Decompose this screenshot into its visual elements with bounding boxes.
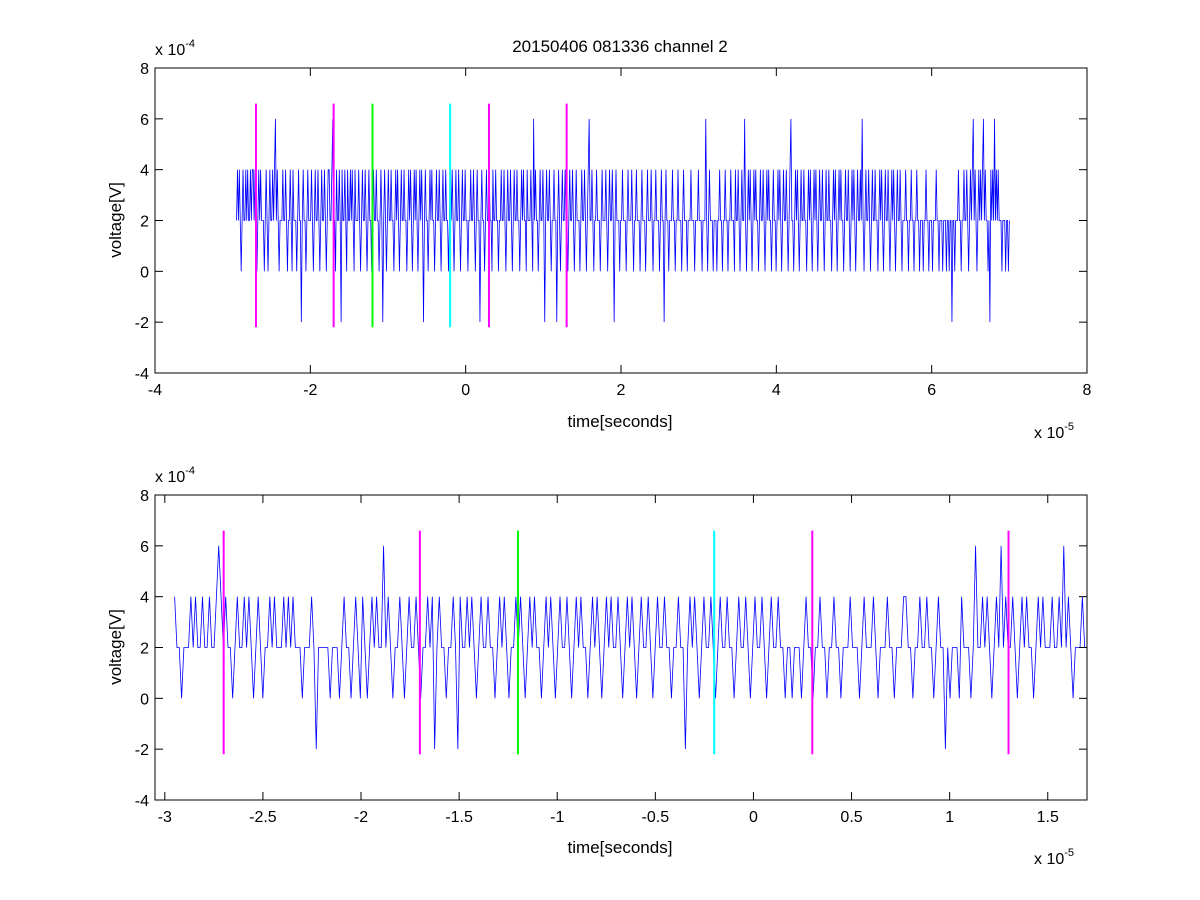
y-exponent-power: -4 — [185, 465, 195, 477]
x-tick-label: -1 — [550, 809, 564, 826]
y-tick-label: -4 — [135, 366, 149, 383]
y-axis-label: voltage[V] — [106, 609, 125, 685]
chart-title: 20150406 081336 channel 2 — [512, 37, 728, 56]
y-tick-label: -2 — [135, 315, 149, 332]
x-tick-label: -3 — [158, 809, 172, 826]
x-tick-label: 0 — [749, 809, 758, 826]
y-exponent-power: -4 — [185, 38, 195, 50]
y-tick-label: 2 — [140, 641, 149, 658]
y-tick-label: 8 — [140, 61, 149, 78]
x-tick-label: 2 — [617, 382, 626, 399]
x-tick-label: 1.5 — [1037, 809, 1059, 826]
x-exponent-power: -5 — [1064, 421, 1074, 433]
tick-layer: -4 -2 0 2 4 6 8 -4 -2 0 2 4 6 8 — [135, 61, 1092, 399]
y-tick-label: 4 — [140, 590, 149, 607]
y-tick-label: 0 — [140, 264, 149, 281]
bottom-chart: -3 -2.5 -2 -1.5 -1 -0.5 0 0.5 1 1.5 -4 -2 0 2 4 6 8 time… — [106, 465, 1088, 868]
y-tick-label: 0 — [140, 691, 149, 708]
y-tick-label: -4 — [135, 793, 149, 810]
x-tick-label: 0.5 — [840, 809, 862, 826]
x-tick-label: 4 — [772, 382, 781, 399]
x-tick-label: 8 — [1083, 382, 1092, 399]
x-tick-label: -4 — [148, 382, 162, 399]
y-tick-label: -2 — [135, 742, 149, 759]
y-tick-label: 6 — [140, 112, 149, 129]
x-tick-label: -2 — [354, 809, 368, 826]
top-chart: 20150406 081336 channel 2 -4 -2 0 2 4 6 8 -4 -2 0… — [106, 37, 1092, 442]
y-axis-label: voltage[V] — [106, 182, 125, 258]
x-exponent-label: x 10-5 — [1034, 847, 1074, 868]
y-tick-label: 8 — [140, 488, 149, 505]
signal-layer — [236, 118, 1010, 323]
marker-layer — [222, 530, 1010, 755]
signal-trace — [174, 545, 1087, 750]
y-exponent-label: x 10-4 — [155, 465, 195, 486]
x-exponent-label: x 10-5 — [1034, 421, 1074, 442]
x-exponent-power: -5 — [1064, 847, 1074, 859]
x-tick-label: 1 — [945, 809, 954, 826]
x-tick-label: -2 — [303, 382, 317, 399]
marker-layer — [254, 103, 568, 328]
x-axis-label: time[seconds] — [568, 412, 673, 431]
tick-layer: -3 -2.5 -2 -1.5 -1 -0.5 0 0.5 1 1.5 -4 -2 0 2 4 6 8 — [135, 488, 1087, 826]
x-exponent-base: x 10 — [1034, 425, 1064, 442]
y-exponent-base: x 10 — [155, 42, 185, 59]
x-tick-label: 6 — [927, 382, 936, 399]
x-tick-label: -0.5 — [642, 809, 670, 826]
y-exponent-base: x 10 — [155, 469, 185, 486]
x-tick-label: 0 — [461, 382, 470, 399]
x-tick-label: -2.5 — [249, 809, 277, 826]
x-exponent-base: x 10 — [1034, 851, 1064, 868]
x-axis-label: time[seconds] — [568, 838, 673, 857]
signal-layer — [174, 545, 1087, 750]
x-tick-label: -1.5 — [445, 809, 473, 826]
y-exponent-label: x 10-4 — [155, 38, 195, 59]
y-tick-label: 6 — [140, 539, 149, 556]
y-tick-label: 2 — [140, 214, 149, 231]
signal-trace — [236, 118, 1010, 323]
y-tick-label: 4 — [140, 163, 149, 180]
